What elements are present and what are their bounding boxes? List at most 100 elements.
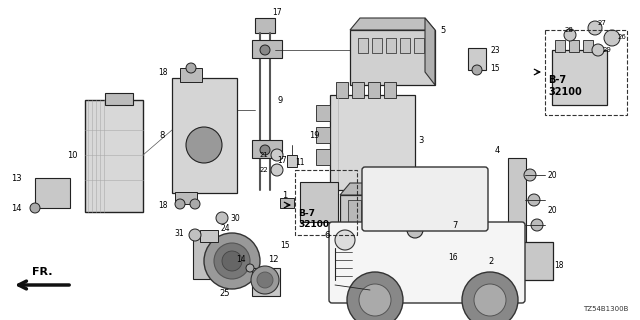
Bar — [498, 242, 553, 280]
Bar — [358, 38, 368, 53]
Text: 9: 9 — [277, 95, 282, 105]
Bar — [508, 158, 526, 258]
Text: 25: 25 — [220, 289, 230, 298]
Text: 3: 3 — [418, 135, 424, 145]
Text: 5: 5 — [440, 26, 445, 35]
Bar — [386, 38, 396, 53]
Bar — [280, 198, 294, 208]
Bar — [468, 48, 486, 70]
Bar — [175, 192, 197, 204]
Circle shape — [216, 212, 228, 224]
Circle shape — [257, 272, 273, 288]
Bar — [200, 230, 218, 242]
Circle shape — [528, 194, 540, 206]
Circle shape — [271, 164, 283, 176]
Text: 4: 4 — [495, 146, 500, 155]
Text: 17: 17 — [277, 156, 287, 164]
Bar — [414, 38, 424, 53]
Bar — [252, 140, 282, 158]
Circle shape — [592, 44, 604, 56]
Bar — [330, 95, 415, 190]
Circle shape — [186, 127, 222, 163]
Bar — [316, 149, 330, 165]
Circle shape — [588, 21, 602, 35]
Text: 32100: 32100 — [548, 87, 582, 97]
Text: 17: 17 — [272, 7, 282, 17]
Text: 14: 14 — [12, 204, 22, 212]
Text: B-7: B-7 — [548, 75, 566, 85]
Bar — [252, 40, 282, 58]
Text: 21: 21 — [259, 152, 268, 158]
Bar — [384, 200, 397, 255]
Circle shape — [251, 266, 279, 294]
Circle shape — [271, 149, 283, 161]
Circle shape — [260, 145, 270, 155]
Bar — [35, 178, 70, 208]
Bar — [400, 38, 410, 53]
Bar — [300, 182, 338, 222]
Text: 27: 27 — [598, 20, 607, 26]
Bar — [193, 237, 221, 279]
Circle shape — [222, 251, 242, 271]
Text: 12: 12 — [268, 255, 278, 265]
Circle shape — [407, 222, 423, 238]
Text: 11: 11 — [295, 157, 305, 166]
Text: 6: 6 — [324, 230, 330, 239]
Bar — [252, 268, 280, 296]
Circle shape — [524, 169, 536, 181]
Text: B-7: B-7 — [298, 209, 315, 218]
Bar — [295, 170, 357, 235]
Bar — [555, 40, 565, 52]
Text: 18: 18 — [554, 260, 563, 269]
Text: TZ54B1300B: TZ54B1300B — [582, 306, 628, 312]
Text: 2: 2 — [489, 258, 494, 267]
Text: 28: 28 — [565, 27, 574, 33]
Text: 15: 15 — [490, 63, 500, 73]
Circle shape — [175, 199, 185, 209]
Circle shape — [531, 219, 543, 231]
Text: 8: 8 — [159, 131, 165, 140]
Circle shape — [472, 65, 482, 75]
Circle shape — [347, 272, 403, 320]
Circle shape — [190, 199, 200, 209]
Text: 18: 18 — [159, 68, 168, 76]
Bar — [422, 176, 464, 218]
Bar — [402, 200, 415, 255]
Bar — [368, 82, 380, 98]
Text: 13: 13 — [12, 173, 22, 182]
Polygon shape — [340, 183, 430, 195]
Bar — [316, 105, 330, 121]
Bar — [180, 68, 202, 82]
Text: 31: 31 — [174, 228, 184, 237]
Bar — [340, 195, 430, 265]
Circle shape — [359, 284, 391, 316]
Bar — [255, 18, 275, 33]
Text: 20: 20 — [547, 205, 557, 214]
Text: 1: 1 — [282, 190, 287, 199]
Text: 26: 26 — [618, 34, 627, 40]
FancyBboxPatch shape — [329, 222, 525, 303]
Circle shape — [204, 233, 260, 289]
Circle shape — [30, 203, 40, 213]
Text: 10: 10 — [67, 150, 78, 159]
Bar — [348, 200, 361, 255]
Text: 20: 20 — [547, 171, 557, 180]
Bar — [372, 38, 382, 53]
FancyBboxPatch shape — [362, 167, 488, 231]
Text: 14: 14 — [236, 255, 246, 265]
Bar — [352, 82, 364, 98]
Bar — [438, 220, 450, 238]
Text: 32100: 32100 — [298, 220, 329, 228]
Bar — [384, 82, 396, 98]
Circle shape — [189, 229, 201, 241]
Circle shape — [506, 257, 514, 265]
Circle shape — [335, 230, 355, 250]
Bar — [583, 40, 593, 52]
Circle shape — [186, 63, 196, 73]
Circle shape — [502, 253, 518, 269]
Bar — [85, 100, 143, 212]
Circle shape — [214, 243, 250, 279]
Bar — [105, 93, 133, 105]
Text: 30: 30 — [230, 213, 240, 222]
Bar — [350, 30, 435, 85]
